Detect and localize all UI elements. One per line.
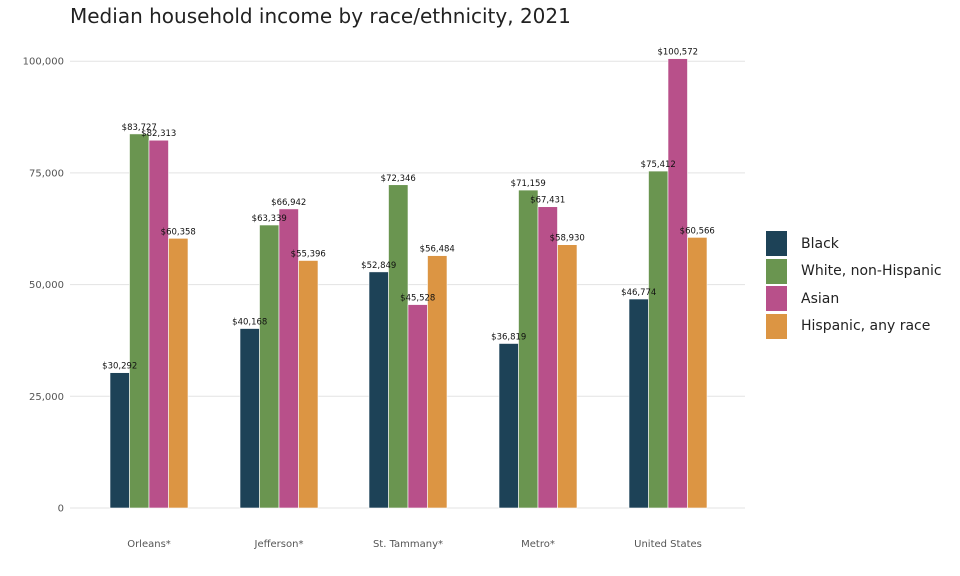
bar-value-label: $30,292 — [102, 362, 137, 372]
bar — [537, 206, 558, 509]
bar — [148, 139, 169, 509]
bar-value-label: $82,313 — [141, 129, 176, 139]
bars — [109, 58, 708, 509]
legend-label: White, non-Hispanic — [801, 263, 942, 280]
bar-value-label: $58,930 — [550, 234, 585, 244]
bar-value-label: $75,412 — [641, 160, 676, 170]
y-tick-label: 50,000 — [29, 280, 64, 291]
legend-item: Asian — [766, 285, 942, 313]
bar-value-label: $67,431 — [530, 196, 565, 206]
bar — [388, 184, 409, 509]
bar — [518, 189, 539, 509]
bar — [239, 328, 260, 509]
x-tick-label: United States — [634, 539, 702, 550]
legend-item: Black — [766, 230, 942, 258]
x-tick-label: St. Tammany* — [373, 539, 443, 550]
bar — [427, 255, 448, 509]
bar — [687, 237, 708, 509]
x-axis-ticks: Orleans* Jefferson* St. Tammany* Metro* Unit… — [127, 539, 702, 550]
x-tick-label: Orleans* — [127, 539, 171, 550]
bar-value-label: $45,528 — [400, 294, 435, 304]
bar-value-label: $63,339 — [252, 214, 287, 224]
bar-value-label: $66,942 — [271, 198, 306, 208]
bar-value-label: $100,572 — [657, 48, 698, 58]
legend-label: Black — [801, 235, 839, 252]
bar-value-label: $36,819 — [491, 332, 526, 342]
bar-value-label: $60,566 — [680, 226, 715, 236]
legend-item: White, non-Hispanic — [766, 258, 942, 286]
bar-value-label: $40,168 — [232, 318, 267, 328]
bar — [648, 170, 669, 509]
legend-item: Hispanic, any race — [766, 313, 942, 341]
legend: Black White, non-Hispanic Asian Hispanic, a… — [766, 230, 942, 340]
bar — [667, 58, 688, 509]
bar — [628, 298, 649, 509]
legend-swatch — [766, 313, 787, 339]
bar — [168, 238, 189, 509]
y-tick-label: 25,000 — [29, 392, 64, 403]
y-tick-label: 75,000 — [29, 168, 64, 179]
bar — [557, 244, 578, 509]
bar-value-label: $60,358 — [161, 227, 196, 237]
bar — [407, 304, 428, 509]
bar — [368, 271, 389, 509]
y-tick-label: 0 — [58, 504, 64, 515]
legend-swatch — [766, 231, 787, 257]
bar-value-label: $55,396 — [291, 249, 326, 259]
bar-value-label: $71,159 — [511, 179, 546, 189]
legend-label: Asian — [801, 290, 840, 307]
y-axis-ticks: 0 25,000 50,000 75,000 100,000 — [23, 57, 64, 515]
legend-swatch — [766, 286, 787, 312]
bar-value-label: $46,774 — [621, 288, 656, 298]
bar-value-label: $56,484 — [420, 245, 455, 255]
x-tick-label: Jefferson* — [254, 539, 304, 550]
bar — [109, 372, 130, 509]
bar — [129, 133, 150, 509]
y-tick-label: 100,000 — [23, 57, 64, 68]
legend-swatch — [766, 258, 787, 284]
x-tick-label: Metro* — [521, 539, 555, 550]
data-labels: $30,292 $83,727$82,313 $60,358 $40,168 $63,3… — [102, 48, 715, 372]
bar — [298, 260, 319, 509]
bar-value-label: $83,727 — [122, 123, 157, 133]
bar-value-label: $52,849 — [361, 261, 396, 271]
chart-title: Median household income by race/ethnicit… — [70, 4, 571, 28]
bar — [498, 343, 519, 509]
legend-label: Hispanic, any race — [801, 318, 931, 335]
bar — [259, 224, 280, 509]
bar-value-label: $72,346 — [381, 174, 416, 184]
